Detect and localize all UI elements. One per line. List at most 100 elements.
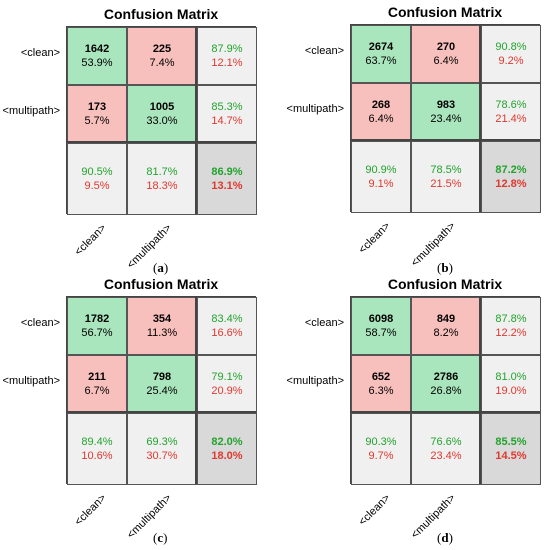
row-precision: 81.0% [495,371,527,383]
cell-count: 2786 [433,371,459,383]
column-summary-cell: 69.3% 30.7% [127,413,197,485]
column-error: 18.3% [146,180,178,192]
row-summary-cell: 90.8% 9.2% [481,25,541,83]
column-error: 9.1% [368,178,394,190]
overall-error: 12.8% [495,178,527,190]
column-summary-cell: 90.9% 9.1% [351,141,411,213]
row-error: 16.6% [211,327,243,339]
row-error: 19.0% [495,385,527,397]
chart-title: Confusion Matrix [103,276,219,292]
cell-count: 1782 [84,313,110,325]
cell-count: 354 [152,313,172,325]
column-summary-cell: 81.7% 18.3% [127,143,197,215]
row-label: <clean> [20,317,60,329]
column-label: <clean> [72,492,109,529]
column-recall: 69.3% [146,436,178,448]
panel-label: (c) [153,530,168,545]
correct-cell: 1005 33.0% [127,85,197,143]
column-error: 10.6% [81,450,113,462]
row-summary-cell: 87.8% 12.2% [481,297,541,355]
row-error: 12.2% [495,327,527,339]
cell-percent: 63.7% [365,55,397,67]
cell-percent: 6.7% [84,385,110,397]
column-summary-cell: 76.6% 23.4% [411,413,481,485]
overall-accuracy-cell: 87.2% 12.8% [481,141,541,213]
summary-separator [66,411,256,413]
panel-letter: d [441,530,449,545]
correct-cell: 798 25.4% [127,355,197,413]
column-summary-cell: 90.3% 9.7% [351,413,411,485]
misclassified-cell: 652 6.3% [351,355,411,413]
confusion-matrix-grid: 2674 63.7% 270 6.4% 90.8% 9.2% 268 6.4% 983 23.4%… [350,24,541,213]
panel-letter: c [157,530,164,545]
cell-count: 798 [152,371,172,383]
column-label: <clean> [72,222,109,259]
row-error: 12.1% [211,57,243,69]
cell-count: 652 [371,371,391,383]
cell-count: 849 [436,313,456,325]
row-summary-cell: 83.4% 16.6% [197,297,257,355]
column-recall: 90.9% [365,164,397,176]
summary-separator [195,296,197,484]
correct-cell: 2786 26.8% [411,355,481,413]
summary-separator [350,411,540,413]
row-precision: 83.4% [211,313,243,325]
cell-percent: 8.2% [433,327,459,339]
row-error: 9.2% [498,55,524,67]
column-recall: 90.3% [365,436,397,448]
correct-cell: 1782 56.7% [67,297,127,355]
cell-count: 211 [88,371,106,383]
confusion-matrix-grid: 6098 58.7% 849 8.2% 87.8% 12.2% 652 6.3% 2786 26.… [350,296,541,485]
row-precision: 87.9% [211,43,243,55]
confusion-matrix-grid: 1642 53.9% 225 7.4% 87.9% 12.1% 173 5.7% 1005 33.… [66,26,257,215]
cell-percent: 6.3% [368,385,394,397]
chart-title: Confusion Matrix [103,6,219,22]
cell-percent: 6.4% [433,55,459,67]
row-label: <multipath> [2,375,60,387]
overall-accuracy-cell: 85.5% 14.5% [481,413,541,485]
column-summary-cell: 89.4% 10.6% [67,413,127,485]
overall-accuracy: 86.9% [211,166,243,178]
summary-separator [479,296,481,484]
column-error: 9.7% [368,450,394,462]
summary-separator [350,139,540,141]
row-precision: 78.6% [495,99,527,111]
cell-percent: 58.7% [365,327,397,339]
column-recall: 90.5% [81,166,113,178]
cell-count: 1005 [149,101,175,113]
cell-percent: 5.7% [84,115,110,127]
cell-percent: 11.3% [146,327,178,339]
row-label: <clean> [304,317,344,329]
column-label: <clean> [356,220,393,257]
misclassified-cell: 225 7.4% [127,27,197,85]
row-label: <multipath> [2,105,60,117]
row-label: <clean> [20,47,60,59]
cell-count: 983 [436,99,456,111]
overall-accuracy: 82.0% [211,436,243,448]
overall-error: 13.1% [211,180,243,192]
panel-letter: a [157,260,164,275]
cell-count: 270 [436,41,456,53]
misclassified-cell: 354 11.3% [127,297,197,355]
column-summary-cell: 78.5% 21.5% [411,141,481,213]
overall-error: 18.0% [211,450,243,462]
summary-separator [66,141,256,143]
cell-percent: 26.8% [430,385,462,397]
column-error: 30.7% [146,450,178,462]
column-recall: 89.4% [81,436,113,448]
column-recall: 81.7% [146,166,178,178]
cell-count: 1642 [84,43,110,55]
column-recall: 78.5% [430,164,462,176]
row-summary-cell: 79.1% 20.9% [197,355,257,413]
panel-letter-bold: d [441,530,448,545]
confusion-matrix-grid: 1782 56.7% 354 11.3% 83.4% 16.6% 211 6.7% 798 25.… [66,296,257,485]
panel-letter-bold: a [157,260,164,275]
row-summary-cell: 87.9% 12.1% [197,27,257,85]
column-error: 9.5% [84,180,110,192]
column-recall: 76.6% [430,436,462,448]
correct-cell: 6098 58.7% [351,297,411,355]
correct-cell: 983 23.4% [411,83,481,141]
cell-count: 173 [87,101,107,113]
row-summary-cell: 85.3% 14.7% [197,85,257,143]
panel-label: (d) [437,530,453,545]
